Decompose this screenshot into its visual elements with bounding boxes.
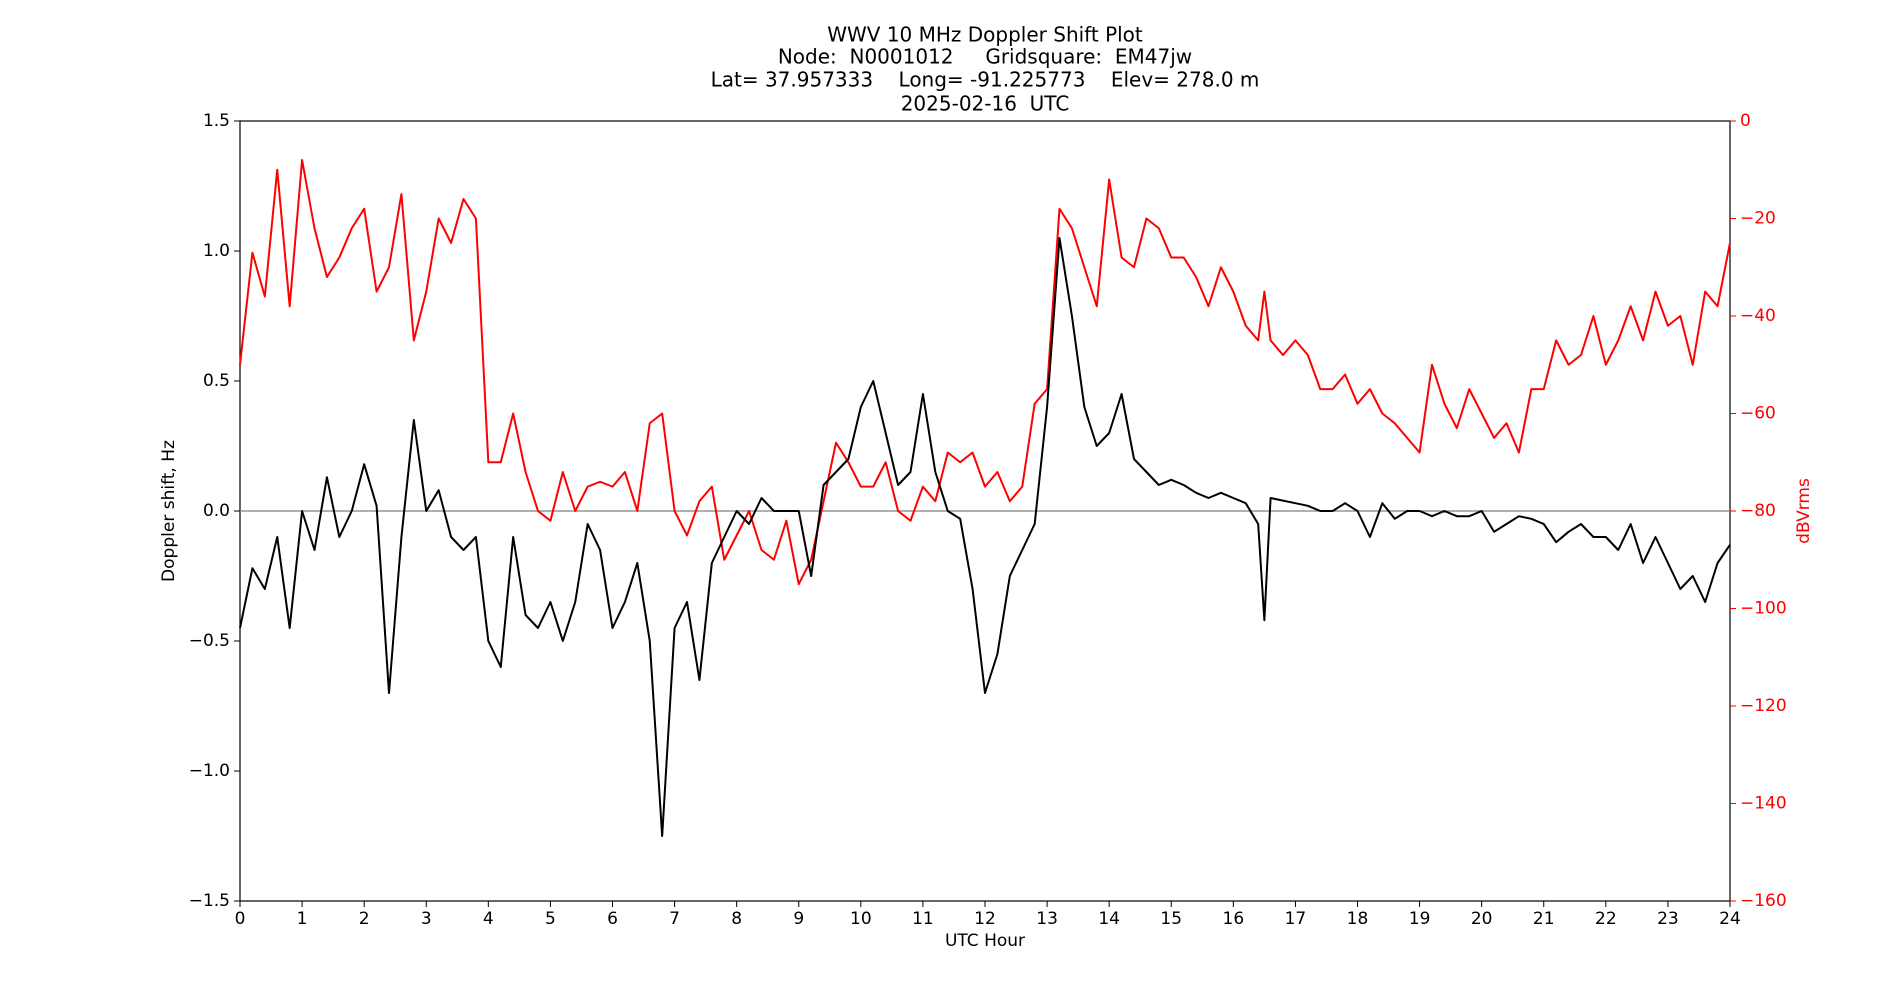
y2-tick-label: −100 — [1740, 599, 1787, 619]
x-tick-label: 20 — [1471, 909, 1493, 929]
y-tick-label: 1.5 — [203, 111, 230, 131]
x-tick-label: 22 — [1595, 909, 1617, 929]
y-axis-label: Doppler shift, Hz — [159, 440, 179, 582]
x-tick-label: 21 — [1533, 909, 1555, 929]
x-tick-label: 23 — [1657, 909, 1679, 929]
x-axis-label: UTC Hour — [945, 931, 1025, 951]
x-tick-label: 4 — [483, 909, 494, 929]
y-tick-label: 1.0 — [203, 241, 230, 261]
x-tick-label: 13 — [1036, 909, 1058, 929]
x-tick-label: 6 — [607, 909, 618, 929]
x-tick-label: 3 — [421, 909, 432, 929]
x-tick-label: 0 — [235, 909, 246, 929]
x-tick-label: 1 — [297, 909, 308, 929]
y2-tick-label: −140 — [1740, 794, 1787, 814]
x-tick-label: 7 — [669, 909, 680, 929]
y-tick-label: 0.5 — [203, 371, 230, 391]
x-tick-label: 9 — [793, 909, 804, 929]
x-tick-label: 18 — [1347, 909, 1369, 929]
chart-subtitle: 2025-02-16 UTC — [901, 92, 1070, 116]
x-tick-label: 11 — [912, 909, 934, 929]
x-tick-label: 2 — [359, 909, 370, 929]
x-tick-label: 8 — [731, 909, 742, 929]
y2-tick-label: 0 — [1740, 111, 1751, 131]
y2-axis-label: dBVrms — [1794, 478, 1814, 544]
x-tick-label: 24 — [1719, 909, 1741, 929]
y-tick-label: −1.0 — [189, 761, 230, 781]
y2-tick-label: −40 — [1740, 306, 1776, 326]
y-tick-label: −1.5 — [189, 891, 230, 911]
chart-title: WWV 10 MHz Doppler Shift Plot — [827, 23, 1143, 47]
x-tick-label: 5 — [545, 909, 556, 929]
y2-tick-label: −160 — [1740, 891, 1787, 911]
series-line — [239, 237, 1731, 837]
y2-tick-label: −80 — [1740, 501, 1776, 521]
chart-subtitle: Node: N0001012 Gridsquare: EM47jw — [778, 45, 1192, 69]
y2-tick-label: −20 — [1740, 209, 1776, 229]
y-tick-label: −0.5 — [189, 631, 230, 651]
y-tick-label: 0.0 — [203, 501, 230, 521]
chart-subtitle: Lat= 37.957333 Long= -91.225773 Elev= 27… — [711, 68, 1260, 92]
series-line — [239, 159, 1731, 586]
x-tick-label: 17 — [1285, 909, 1307, 929]
x-tick-label: 19 — [1409, 909, 1431, 929]
x-tick-label: 12 — [974, 909, 996, 929]
y2-tick-label: −120 — [1740, 696, 1787, 716]
x-tick-label: 10 — [850, 909, 872, 929]
x-tick-label: 15 — [1160, 909, 1182, 929]
x-tick-label: 16 — [1223, 909, 1245, 929]
x-tick-label: 14 — [1098, 909, 1120, 929]
y2-tick-label: −60 — [1740, 404, 1776, 424]
